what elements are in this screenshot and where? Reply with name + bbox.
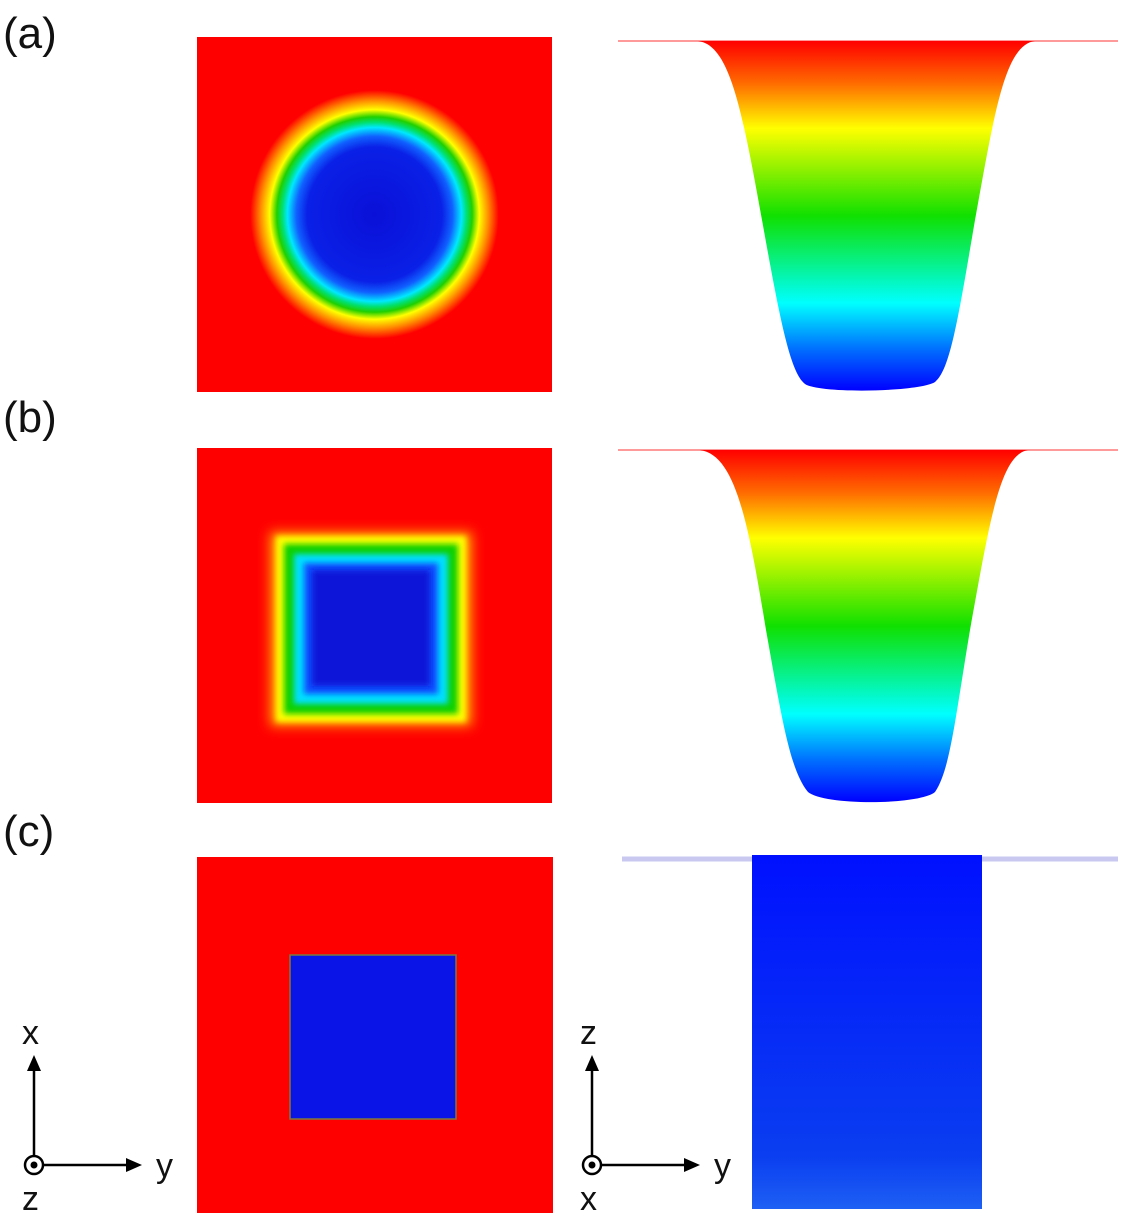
side-view-a bbox=[618, 40, 1118, 391]
top-view-b bbox=[197, 448, 552, 803]
axis-label-out-top: z bbox=[22, 1180, 39, 1218]
axis-label-vertical-top: x bbox=[22, 1014, 39, 1052]
panel-label-b: (b) bbox=[3, 393, 57, 442]
axis-label-horizontal-top: y bbox=[156, 1147, 173, 1185]
panel-label-a: (a) bbox=[3, 9, 57, 58]
axis-label-vertical-side: z bbox=[580, 1014, 597, 1052]
side-view-c bbox=[622, 855, 1118, 1209]
axes-top-view: x y z bbox=[22, 1014, 173, 1218]
panel-label-c: (c) bbox=[3, 807, 54, 856]
top-view-c bbox=[197, 857, 553, 1213]
side-view-b bbox=[618, 449, 1118, 803]
axis-label-out-side: x bbox=[580, 1180, 597, 1218]
top-view-a bbox=[197, 37, 552, 392]
axes-side-view: z y x bbox=[580, 1014, 731, 1218]
axis-label-horizontal-side: y bbox=[714, 1147, 731, 1185]
